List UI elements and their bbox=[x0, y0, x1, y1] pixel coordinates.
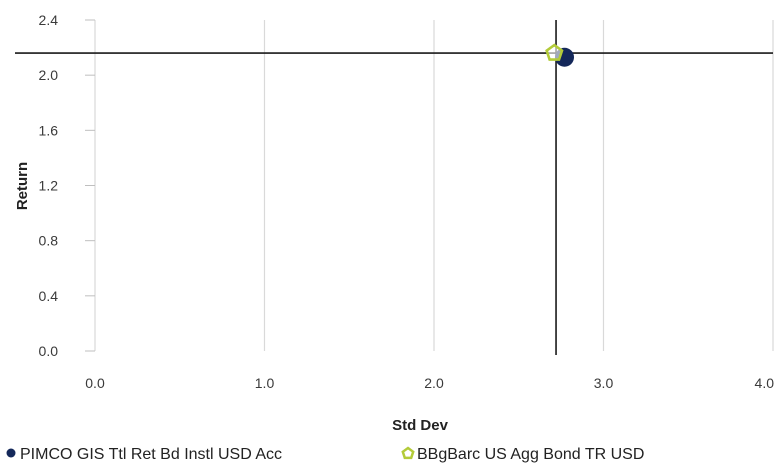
x-tick-label: 0.0 bbox=[85, 375, 105, 391]
legend-marker-bbgbarc bbox=[401, 446, 415, 460]
y-tick-label: 0.0 bbox=[39, 343, 59, 359]
x-axis-title: Std Dev bbox=[392, 417, 449, 434]
y-tick-label: 0.4 bbox=[39, 288, 59, 304]
y-tick-label: 2.0 bbox=[39, 67, 59, 83]
legend-label-pimco: PIMCO GIS Ttl Ret Bd Instl USD Acc bbox=[20, 446, 282, 463]
x-tick-label: 2.0 bbox=[424, 375, 444, 391]
y-axis-title: Return bbox=[14, 162, 31, 210]
data-points bbox=[545, 43, 575, 67]
x-tick-label: 4.0 bbox=[755, 375, 775, 391]
legend: PIMCO GIS Ttl Ret Bd Instl USD Acc BBgBa… bbox=[6, 446, 645, 463]
y-tick-label: 1.6 bbox=[39, 122, 59, 138]
x-tick-labels: 0.0 1.0 2.0 3.0 4.0 bbox=[85, 375, 774, 391]
x-tick-label: 1.0 bbox=[255, 375, 275, 391]
y-tick-label: 2.4 bbox=[39, 12, 59, 28]
gridlines bbox=[85, 19, 774, 352]
x-tick-label: 3.0 bbox=[594, 375, 614, 391]
y-tick-label: 1.2 bbox=[39, 178, 59, 194]
legend-marker-pimco bbox=[6, 448, 16, 458]
legend-item-pimco[interactable]: PIMCO GIS Ttl Ret Bd Instl USD Acc bbox=[6, 446, 283, 463]
legend-label-bbgbarc: BBgBarc US Agg Bond TR USD bbox=[417, 446, 644, 463]
reference-lines bbox=[15, 20, 773, 355]
legend-item-bbgbarc[interactable]: BBgBarc US Agg Bond TR USD bbox=[401, 446, 645, 463]
y-tick-labels: 0.0 0.4 0.8 1.2 1.6 2.0 2.4 bbox=[39, 12, 59, 359]
y-tick-label: 0.8 bbox=[39, 233, 59, 249]
point-bbgbarc[interactable] bbox=[545, 43, 564, 61]
